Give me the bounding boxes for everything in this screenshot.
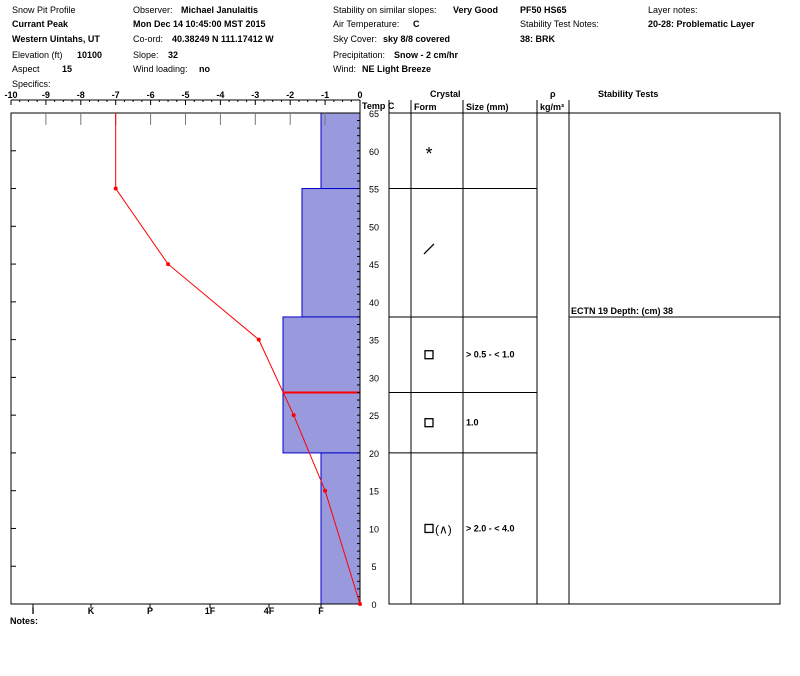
hardness-layer [301,188,361,318]
region: Western Uintahs, UT [12,34,100,44]
height-tick-label: 0 [371,600,376,610]
temp-tick-label: -4 [216,90,224,100]
temp-tick-label: -8 [77,90,85,100]
hardness-layer [282,316,361,454]
height-tick-label: 20 [369,449,379,459]
stability-notes-label: Stability Test Notes: [520,19,599,29]
stability-tests-header: Stability Tests [598,89,659,99]
crystal-size-label: > 0.5 - < 1.0 [466,350,515,360]
temp-tick-label: -10 [4,90,17,100]
air-temp-label: Air Temperature: [333,19,400,29]
hardness-tick-label: I [32,606,35,616]
hardness-layer [320,452,361,605]
pf-hs: PF50 HS65 [520,5,567,15]
layer-notes-label: Layer notes: [648,5,698,15]
crystal-form-symbol: * [425,144,432,164]
stability-value: Very Good [453,5,499,15]
slope-label: Slope: [133,50,159,60]
height-tick-label: 5 [371,562,376,572]
datetime: Mon Dec 14 10:45:00 MST 2015 [133,19,266,29]
crystal-form-symbol: (∧) [435,522,452,536]
crystal-form-symbol [423,243,435,255]
hardness-layer [320,112,361,190]
crystal-size-label: > 2.0 - < 4.0 [466,523,515,533]
height-tick-label: 15 [369,487,379,497]
temp-tick-label: -2 [286,90,294,100]
hardness-tick-label: 1F [205,606,216,616]
crystal-form-symbol [424,418,434,428]
form-header: Form [414,102,437,112]
location: Currant Peak [12,19,69,29]
sky-label: Sky Cover: [333,34,378,44]
temperature-point [113,186,118,191]
wind-value: NE Light Breeze [362,64,432,74]
wind-loading-value: no [199,64,210,74]
crystal-header: Crystal [430,89,461,99]
crystal-size-label: 1.0 [466,418,479,428]
observer-label: Observer: [133,5,173,15]
wind-label: Wind: [333,64,357,74]
stability-notes-value: 38: BRK [520,34,556,44]
height-tick-label: 50 [369,222,379,232]
temp-axis-label: Temp C [362,101,395,111]
coord-value: 40.38249 N 111.17412 W [172,34,274,44]
hardness-tick-label: 4F [264,606,275,616]
elevation-label: Elevation (ft) [12,50,63,60]
temp-tick-label: -6 [147,90,155,100]
table-frame [388,112,781,605]
air-temp-value: C [413,19,420,29]
temperature-point [166,262,171,267]
temperature-point [256,337,261,342]
aspect-label: Aspect [12,64,40,74]
rho-header: ρ [550,89,556,99]
coord-label: Co-ord: [133,34,164,44]
crystal-form-symbol [424,350,434,360]
sky-value: sky 8/8 covered [383,34,451,44]
height-tick-label: 55 [369,185,379,195]
temp-tick-label: -3 [251,90,259,100]
height-tick-label: 25 [369,411,379,421]
height-tick-label: 30 [369,373,379,383]
temp-tick-label: 0 [357,90,362,100]
observer-value: Michael Janulaitis [181,5,259,15]
layer-notes-value: 20-28: Problematic Layer [648,19,755,29]
crystal-form-symbol [424,523,434,534]
height-tick-label: 65 [369,109,379,119]
precip-label: Precipitation: [333,50,386,60]
height-tick-label: 35 [369,336,379,346]
specifics-label: Specifics: [12,79,51,89]
profile-title: Snow Pit Profile [12,5,76,15]
elevation-value: 10100 [77,50,103,60]
stability-label: Stability on similar slopes: [333,5,437,15]
precip-value: Snow - 2 cm/hr [394,50,459,60]
temperature-point [323,488,328,493]
size-header: Size (mm) [466,102,509,112]
height-tick-label: 10 [369,524,379,534]
stability-test-label: ECTN 19 Depth: (cm) 38 [571,306,673,316]
hardness-tick-label: K [88,606,95,616]
temperature-point [291,413,296,418]
slope-value: 32 [168,50,179,60]
notes-label: Notes: [10,616,39,626]
height-tick-label: 45 [369,260,379,270]
temperature-point [358,602,362,606]
height-tick-label: 60 [369,147,379,157]
hardness-tick-label: F [318,606,324,616]
temp-tick-label: -1 [321,90,329,100]
hardness-tick-label: P [147,606,153,616]
height-tick-label: 40 [369,298,379,308]
aspect-value: 15 [62,64,73,74]
wind-loading-label: Wind loading: [133,64,188,74]
temp-tick-label: -9 [42,90,50,100]
density-unit-header: kg/m³ [540,102,565,112]
temp-tick-label: -5 [181,90,189,100]
temp-tick-label: -7 [112,90,120,100]
